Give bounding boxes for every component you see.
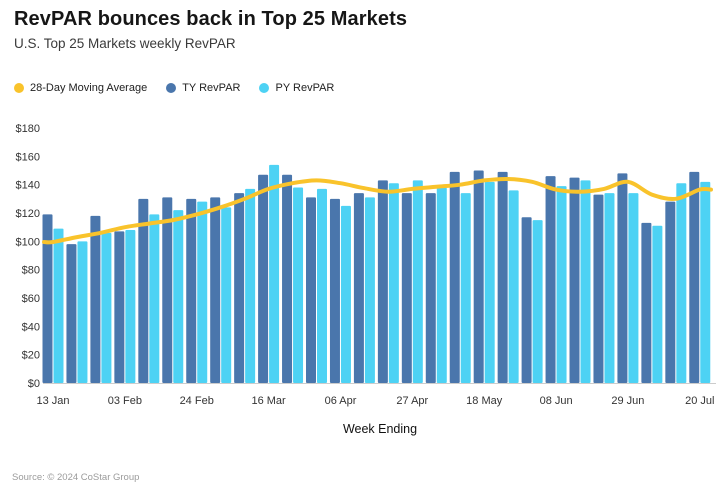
ty-bar <box>258 174 269 383</box>
py-bar <box>173 210 184 383</box>
page-title: RevPAR bounces back in Top 25 Markets <box>14 8 408 30</box>
py-bar <box>364 197 375 383</box>
y-tick-label: $40 <box>22 321 40 333</box>
ty-bar <box>138 198 149 383</box>
py-bar <box>101 232 112 383</box>
py-bar <box>604 193 615 383</box>
ty-bar <box>42 214 53 383</box>
y-tick-label: $20 <box>22 350 40 362</box>
x-tick-label: 13 Jan <box>36 395 69 407</box>
ty-bar <box>329 198 340 383</box>
ty-bar <box>210 197 221 383</box>
y-tick-label: $60 <box>22 293 40 305</box>
legend-label-moving-average: 28-Day Moving Average <box>30 82 148 94</box>
y-tick-label: $180 <box>16 123 40 135</box>
x-tick-label: 08 Jun <box>540 395 573 407</box>
x-tick-label: 29 Jun <box>611 395 644 407</box>
py-bar <box>125 230 136 383</box>
x-tick-label: 18 May <box>466 395 503 407</box>
ty-bar <box>234 193 245 383</box>
legend-label-py-revpar: PY RevPAR <box>275 82 335 94</box>
ty-bar <box>162 197 173 383</box>
ty-bar <box>473 170 484 383</box>
ty-bar <box>186 198 197 383</box>
x-axis-title: Week Ending <box>342 422 418 436</box>
py-bar <box>293 187 304 383</box>
y-tick-label: $100 <box>16 236 40 248</box>
py-bar <box>269 164 280 383</box>
ty-bar <box>569 177 580 383</box>
py-bar <box>652 225 663 383</box>
py-bar <box>628 193 639 383</box>
ty-bar <box>401 193 412 383</box>
py-bar <box>508 190 519 383</box>
py-bar <box>388 183 399 383</box>
x-tick-label: 16 Mar <box>251 395 286 407</box>
py-bar <box>317 188 327 383</box>
ty-bar <box>641 222 652 383</box>
x-tick-label: 20 Jul <box>685 395 714 407</box>
source-attribution: Source: © 2024 CoStar Group <box>12 472 140 483</box>
x-tick-label: 06 Apr <box>325 395 357 407</box>
ty-bar <box>90 215 101 383</box>
py-bar <box>221 207 232 383</box>
ty-bar <box>497 171 508 383</box>
chart-legend: 28-Day Moving Average TY RevPAR PY RevPA… <box>14 82 334 94</box>
py-bar <box>700 181 711 383</box>
ty-bar <box>377 180 388 383</box>
ty-bar <box>665 201 676 383</box>
ty-bar <box>282 174 293 383</box>
x-tick-label: 27 Apr <box>396 395 428 407</box>
legend-dot-ty-revpar-icon <box>166 83 177 93</box>
y-tick-label: $0 <box>28 378 40 390</box>
ty-bar <box>545 176 556 383</box>
ty-bar <box>425 193 436 383</box>
py-bar <box>532 220 543 383</box>
py-bar <box>53 228 64 383</box>
py-bar <box>460 193 471 383</box>
ty-bar <box>593 194 604 383</box>
x-tick-label: 03 Feb <box>108 395 142 407</box>
ty-bar <box>353 193 364 383</box>
y-tick-label: $140 <box>16 180 40 192</box>
py-bar <box>245 188 256 383</box>
moving-average-line <box>42 176 713 245</box>
ty-bar <box>689 171 700 383</box>
ty-bar <box>617 173 628 383</box>
py-bar <box>197 201 208 383</box>
x-tick-label: 24 Feb <box>180 395 214 407</box>
legend-dot-py-revpar-icon <box>259 83 270 93</box>
legend-item-moving-average: 28-Day Moving Average <box>14 82 147 94</box>
py-bar <box>556 186 567 383</box>
ty-bar <box>521 217 532 383</box>
page-subtitle: U.S. Top 25 Markets weekly RevPAR <box>14 36 236 51</box>
py-bar <box>580 180 591 383</box>
legend-label-ty-revpar: TY RevPAR <box>182 82 241 94</box>
y-tick-label: $160 <box>16 151 40 163</box>
py-bar <box>149 214 160 383</box>
revpar-bar-chart: $0 $20 $40 $60 $80 $100 $120 $140 $160 $180 13 Jan… <box>16 123 716 407</box>
legend-dot-moving-average-icon <box>14 83 24 93</box>
ty-bar <box>66 244 77 383</box>
py-bar <box>436 187 447 383</box>
py-bar <box>340 205 351 383</box>
ty-bar <box>449 171 460 383</box>
py-bar <box>77 241 88 383</box>
legend-item-ty-revpar: TY RevPAR <box>166 82 240 94</box>
py-bar <box>676 183 687 383</box>
py-bar <box>412 180 423 383</box>
py-bar <box>484 181 495 383</box>
ty-bar <box>114 231 125 383</box>
ty-bar <box>306 197 316 383</box>
legend-item-py-revpar: PY RevPAR <box>259 82 334 94</box>
y-tick-label: $120 <box>16 208 40 220</box>
y-tick-label: $80 <box>22 265 40 277</box>
